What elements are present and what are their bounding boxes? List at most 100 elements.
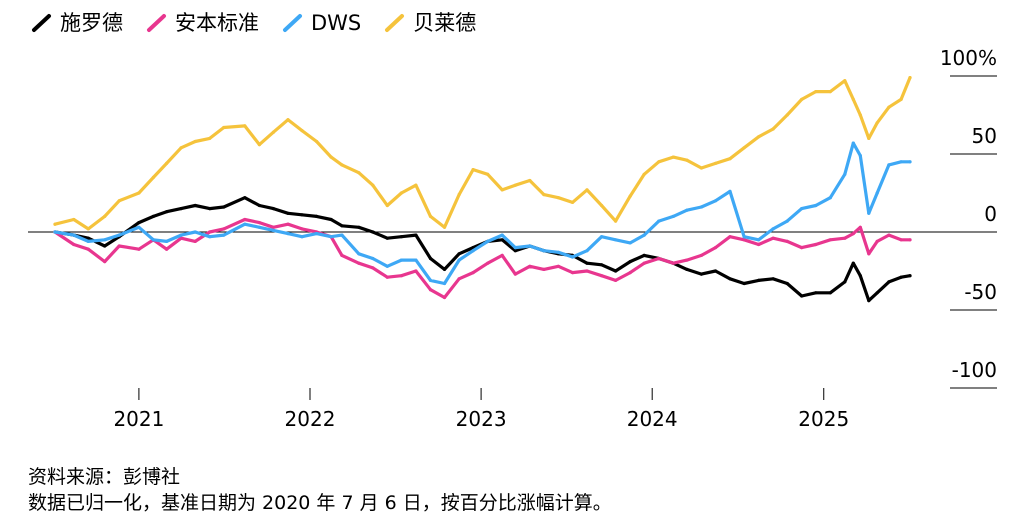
y-tick-label: 50 — [972, 124, 997, 148]
data-point — [500, 233, 504, 237]
data-point — [642, 233, 646, 237]
data-point — [179, 207, 183, 211]
data-point — [785, 281, 789, 286]
series-line — [53, 196, 912, 303]
data-point — [657, 256, 661, 261]
data-point — [286, 118, 290, 122]
data-point — [371, 183, 375, 187]
data-point — [800, 97, 804, 101]
data-point — [257, 143, 261, 147]
x-axis: 2021 2022 2023 2024 2025 — [113, 388, 849, 431]
data-point — [785, 239, 789, 243]
data-point — [800, 294, 804, 298]
data-point — [875, 191, 879, 195]
data-point — [86, 227, 90, 231]
series--3ea8f5 — [53, 141, 912, 286]
data-point — [208, 207, 212, 211]
data-point — [685, 267, 689, 271]
data-point — [86, 239, 90, 243]
data-point — [86, 236, 90, 240]
data-point — [428, 278, 433, 282]
data-point — [728, 235, 732, 239]
data-point — [628, 260, 632, 264]
data-point — [785, 113, 789, 117]
data-point — [899, 160, 903, 164]
data-point — [513, 272, 517, 276]
data-point — [742, 235, 746, 239]
data-point — [814, 242, 818, 247]
data-point — [843, 79, 847, 83]
data-point — [486, 172, 490, 176]
x-tick-label: 2023 — [456, 407, 507, 431]
data-point — [600, 274, 604, 278]
data-point — [713, 269, 718, 273]
y-tick-label: 0 — [984, 202, 997, 226]
data-point — [642, 172, 646, 176]
data-point — [442, 281, 447, 286]
data-point — [193, 203, 197, 208]
data-point — [614, 238, 618, 242]
data-point — [671, 214, 675, 218]
x-tick-label: 2022 — [285, 407, 336, 431]
data-point — [243, 196, 247, 200]
data-point — [600, 263, 604, 267]
data-point — [414, 183, 418, 187]
data-point — [699, 272, 704, 276]
data-point — [528, 244, 532, 248]
data-point — [875, 239, 879, 243]
data-point — [257, 221, 261, 225]
data-point — [713, 199, 718, 203]
data-point — [771, 236, 775, 240]
data-point — [671, 261, 675, 265]
x-tick-label: 2025 — [798, 407, 849, 431]
legend-swatch — [32, 14, 51, 32]
data-point — [72, 233, 76, 237]
data-point — [742, 281, 746, 286]
data-point — [728, 157, 732, 161]
data-point — [286, 232, 290, 236]
data-point — [399, 191, 403, 195]
data-point — [614, 219, 618, 223]
data-point — [179, 146, 183, 150]
legend-swatch — [147, 14, 166, 32]
data-point — [457, 193, 461, 197]
data-point — [385, 203, 389, 208]
data-point — [257, 225, 261, 229]
data-point — [742, 238, 746, 242]
data-point — [271, 207, 275, 211]
legend-label: 安本标准 — [175, 11, 259, 35]
data-point — [243, 222, 247, 226]
data-point — [165, 210, 169, 214]
data-point — [513, 246, 517, 250]
data-point — [222, 205, 226, 209]
data-point — [165, 161, 169, 165]
data-point — [542, 193, 546, 197]
data-point — [165, 239, 169, 243]
data-point — [399, 274, 403, 278]
data-point — [757, 242, 761, 247]
legend-item: 安本标准 — [145, 11, 259, 35]
data-point — [385, 275, 389, 279]
data-point — [222, 233, 226, 237]
data-point — [542, 249, 546, 253]
data-point — [329, 235, 333, 239]
data-point — [851, 97, 855, 101]
data-point — [300, 129, 304, 133]
chart-legend: 施罗德 安本标准 DWS 贝莱德 — [30, 6, 498, 40]
data-point — [757, 238, 761, 242]
data-point — [600, 203, 604, 208]
data-point — [486, 239, 490, 243]
data-point — [814, 203, 818, 208]
data-point — [556, 250, 561, 254]
data-point — [340, 253, 344, 257]
data-point — [340, 224, 344, 228]
data-point — [385, 264, 389, 268]
baseline-note: 数据已归一化，基准日期为 2020 年 7 月 6 日，按百分比涨幅计算。 — [28, 492, 612, 514]
data-point — [728, 189, 732, 193]
data-point — [53, 222, 57, 226]
data-point — [53, 230, 57, 234]
data-point — [851, 261, 855, 265]
data-point — [486, 261, 490, 265]
data-point — [908, 160, 912, 164]
data-point — [828, 291, 832, 295]
